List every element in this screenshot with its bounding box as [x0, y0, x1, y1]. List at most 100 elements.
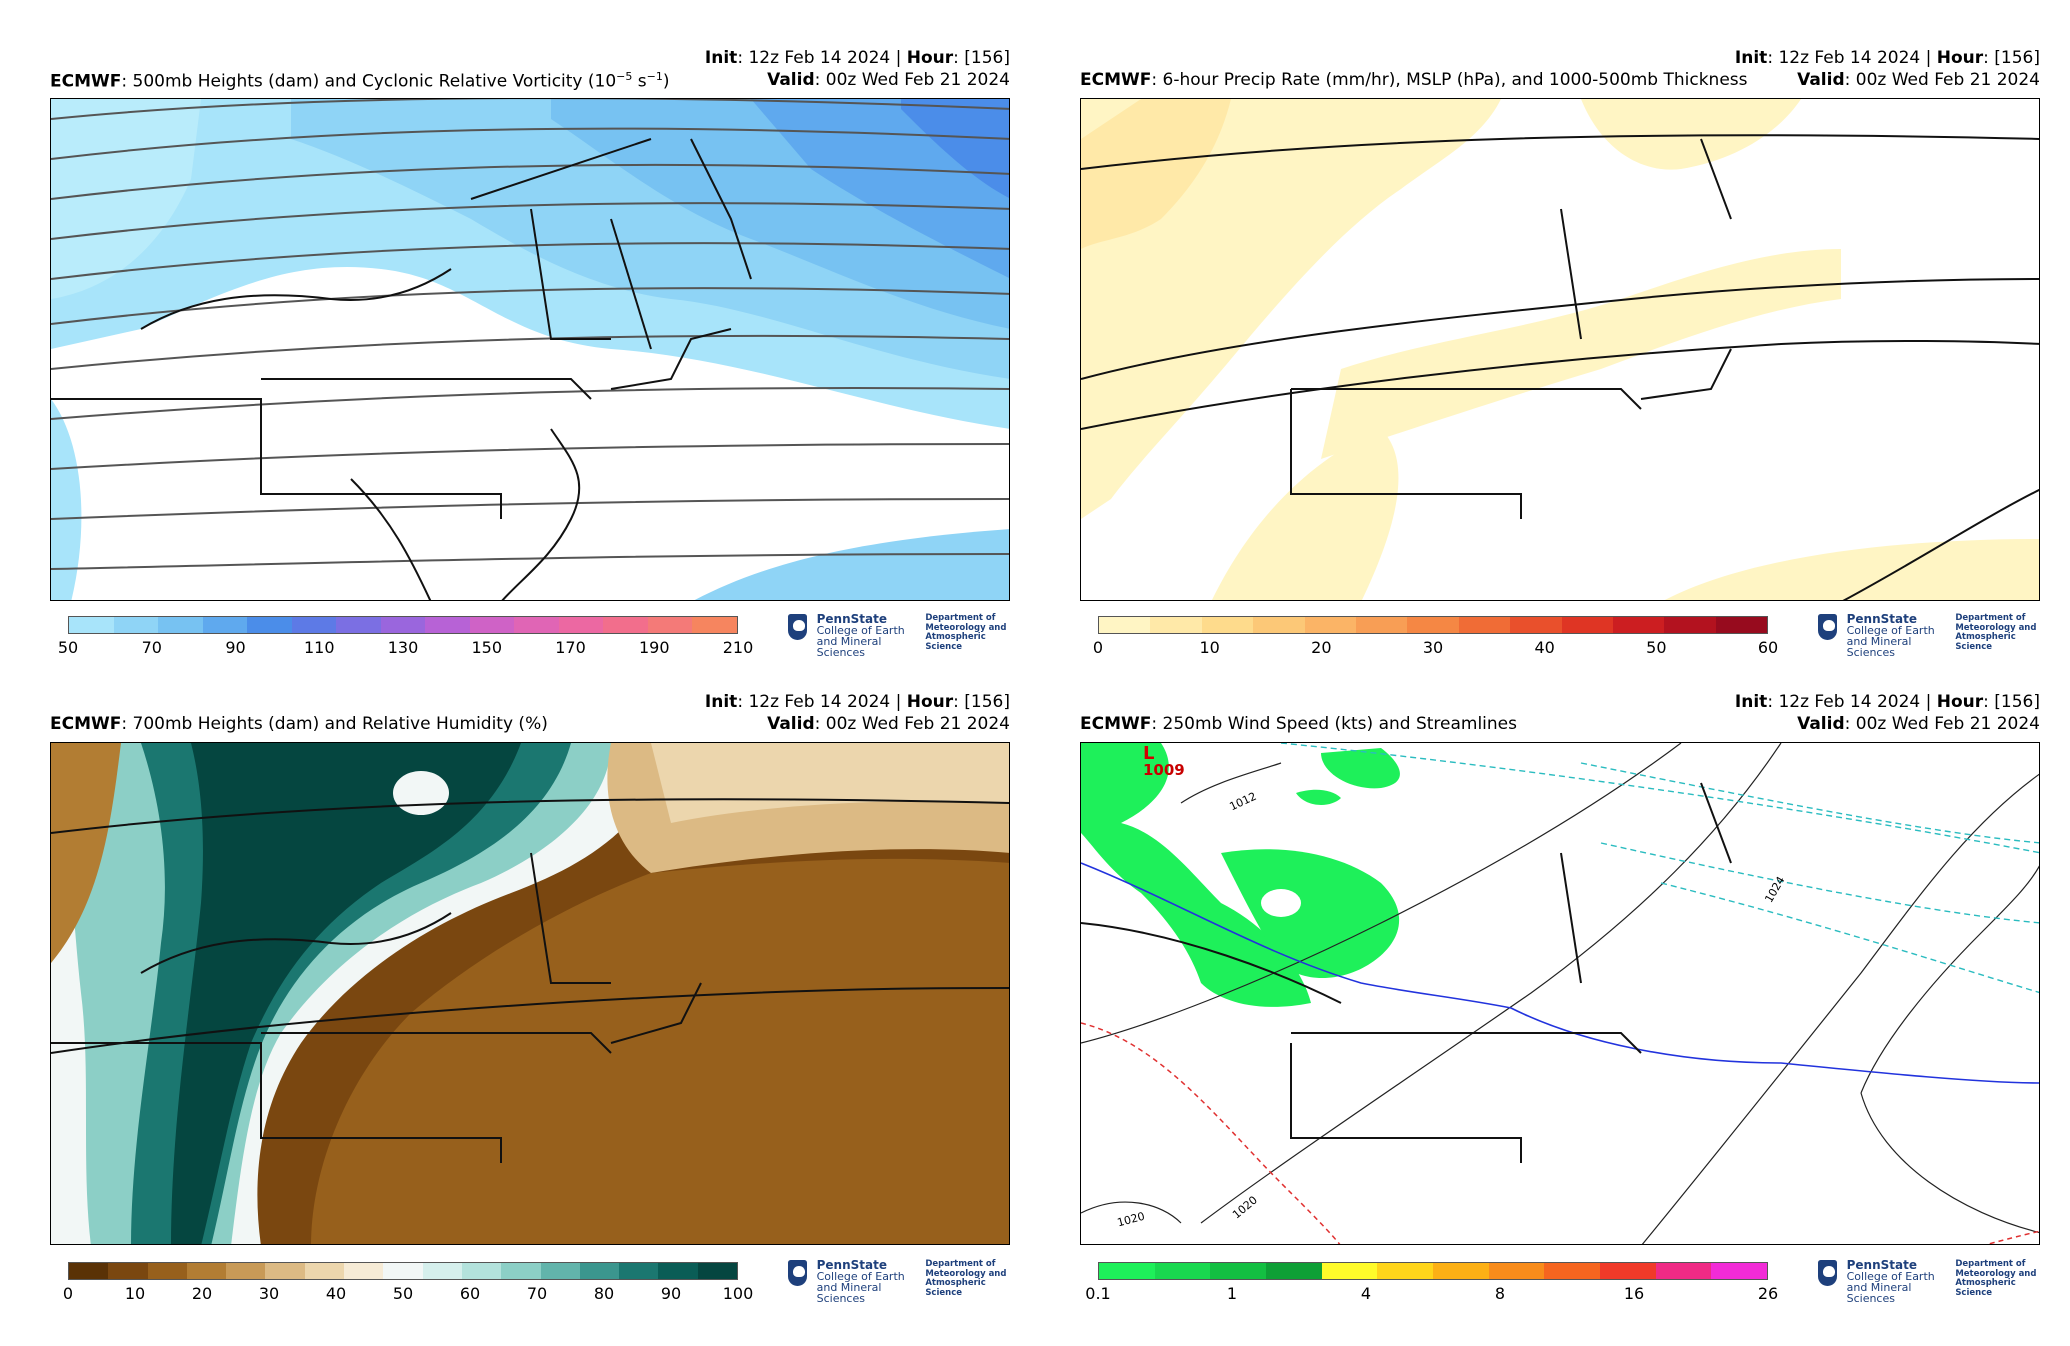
- colorbar-swatch: [514, 617, 559, 633]
- colorbar-tick-label: 50: [1646, 638, 1667, 657]
- map-area: [50, 742, 1010, 1245]
- colorbar-swatch: [461, 1263, 502, 1279]
- colorbar-swatch: [1510, 617, 1562, 633]
- valid-line: Valid: 00z Wed Feb 21 2024: [1797, 70, 2040, 90]
- colorbar-swatch: [147, 1263, 187, 1279]
- shield-icon: [1818, 614, 1837, 640]
- colorbar-tick-label: 90: [660, 1284, 682, 1303]
- shield-icon: [1818, 1260, 1837, 1286]
- colorbar-tick-label: 20: [191, 1284, 213, 1303]
- colorbar-swatch: [501, 1263, 541, 1279]
- colorbar-swatch: [69, 617, 114, 633]
- map-area: L 1009 1012 1024 1020 1020: [1080, 742, 2040, 1245]
- colorbar-tick-label: 0.1: [1085, 1284, 1111, 1303]
- init-line: Init: 12z Feb 14 2024 | Hour: [156]: [704, 48, 1010, 68]
- colorbar-swatch: [540, 1263, 580, 1279]
- colorbar-swatch: [579, 1263, 620, 1279]
- colorbar: [1098, 1262, 1768, 1280]
- colorbar-tick-label: 110: [303, 638, 335, 657]
- colorbar: [68, 1262, 738, 1280]
- colorbar-tick-label: 130: [387, 638, 419, 657]
- pennstate-logo: PennState College of Earth and Mineral Sci…: [788, 1259, 1010, 1304]
- colorbar-tick-label: 50: [392, 1284, 414, 1303]
- low-pressure-marker: L: [1143, 743, 1155, 764]
- colorbar-swatch: [186, 1263, 227, 1279]
- colorbar-swatch: [1321, 1263, 1378, 1279]
- colorbar-swatch: [1407, 617, 1459, 633]
- colorbar-swatch: [1600, 1263, 1656, 1279]
- colorbar-swatch: [1099, 617, 1151, 633]
- humidity-map: [51, 743, 1009, 1244]
- pennstate-logo: PennState College of Earth and Mineral Sci…: [1818, 1259, 2040, 1304]
- shield-icon: [788, 614, 807, 640]
- colorbar-tick-label: 30: [258, 1284, 280, 1303]
- panel-500mb-vorticity: Init: 12z Feb 14 2024 | Hour: [156] ECMW…: [50, 48, 1010, 658]
- colorbar-ticks: 0 10 20 30 40 50 60: [1093, 638, 1778, 660]
- colorbar-tick-label: 4: [1360, 1284, 1372, 1303]
- colorbar-tick-label: 10: [1199, 638, 1220, 657]
- colorbar-swatch: [1433, 1263, 1489, 1279]
- colorbar-tick-label: 90: [225, 638, 246, 657]
- colorbar-tick-label: 150: [471, 638, 503, 657]
- colorbar-swatch: [336, 617, 381, 633]
- colorbar-swatch: [603, 617, 648, 633]
- colorbar-swatch: [619, 1263, 659, 1279]
- colorbar-swatch: [1711, 1263, 1768, 1279]
- colorbar-ticks: 0.1 1 4 8 16 26: [1085, 1284, 1778, 1306]
- colorbar-ticks: 0 10 20 30 40 50 60 70 80 90 100: [63, 1284, 753, 1306]
- colorbar-swatch: [1266, 1263, 1322, 1279]
- valid-line: Valid: 00z Wed Feb 21 2024: [767, 70, 1010, 90]
- colorbar-swatch: [113, 617, 159, 633]
- pennstate-logo: PennState College of Earth and Mineral Sci…: [1818, 613, 2040, 658]
- colorbar-tick-label: 26: [1757, 1284, 1779, 1303]
- colorbar-swatch: [1612, 617, 1665, 633]
- colorbar: [1098, 616, 1768, 634]
- colorbar-swatch: [380, 617, 426, 633]
- colorbar-swatch: [383, 1263, 423, 1279]
- colorbar-swatch: [226, 1263, 266, 1279]
- colorbar-swatch: [692, 617, 737, 633]
- colorbar-swatch: [108, 1263, 148, 1279]
- low-pressure-value: 1009: [1143, 761, 1185, 779]
- colorbar-swatch: [202, 617, 248, 633]
- panel-250mb-wind: Init: 12z Feb 14 2024 | Hour: [156] ECMW…: [1080, 692, 2040, 1312]
- colorbar-swatch: [558, 617, 604, 633]
- colorbar-swatch: [291, 617, 337, 633]
- colorbar-tick-label: 8: [1494, 1284, 1506, 1303]
- map-area: [50, 98, 1010, 601]
- colorbar-tick-label: 50: [57, 638, 79, 657]
- colorbar-tick-label: 20: [1311, 638, 1332, 657]
- colorbar-swatch: [1655, 1263, 1712, 1279]
- panel-title: ECMWF: 6-hour Precip Rate (mm/hr), MSLP …: [1080, 70, 1748, 90]
- init-line: Init: 12z Feb 14 2024 | Hour: [156]: [1734, 692, 2040, 712]
- colorbar-tick-label: 0: [62, 1284, 74, 1303]
- valid-line: Valid: 00z Wed Feb 21 2024: [1797, 714, 2040, 734]
- colorbar-swatch: [344, 1263, 384, 1279]
- colorbar-swatch: [1488, 1263, 1545, 1279]
- colorbar-swatch: [1561, 617, 1613, 633]
- colorbar-tick-label: 170: [555, 638, 586, 657]
- colorbar-swatch: [1150, 617, 1202, 633]
- colorbar-swatch: [304, 1263, 345, 1279]
- panel-700mb-rh: Init: 12z Feb 14 2024 | Hour: [156] ECMW…: [50, 692, 1010, 1312]
- precip-map: [1081, 99, 2039, 600]
- wind-map: [1081, 743, 2039, 1244]
- colorbar-swatch: [69, 1263, 109, 1279]
- colorbar-swatch: [1210, 1263, 1267, 1279]
- colorbar-swatch: [265, 1263, 305, 1279]
- colorbar-tick-label: 40: [325, 1284, 347, 1303]
- colorbar-tick-label: 60: [459, 1284, 481, 1303]
- map-area: [1080, 98, 2040, 601]
- colorbar-tick-label: 60: [1757, 638, 1779, 657]
- valid-line: Valid: 00z Wed Feb 21 2024: [767, 714, 1010, 734]
- colorbar: [68, 616, 738, 634]
- colorbar-tick-label: 1: [1226, 1284, 1238, 1303]
- panel-title: ECMWF: 700mb Heights (dam) and Relative …: [50, 714, 548, 734]
- colorbar-tick-label: 16: [1623, 1284, 1645, 1303]
- colorbar-swatch: [422, 1263, 462, 1279]
- init-line: Init: 12z Feb 14 2024 | Hour: [156]: [704, 692, 1010, 712]
- colorbar-swatch: [1099, 1263, 1155, 1279]
- colorbar-swatch: [1458, 617, 1511, 633]
- colorbar-swatch: [1253, 617, 1305, 633]
- pennstate-logo: PennState College of Earth and Mineral Sci…: [788, 613, 1010, 658]
